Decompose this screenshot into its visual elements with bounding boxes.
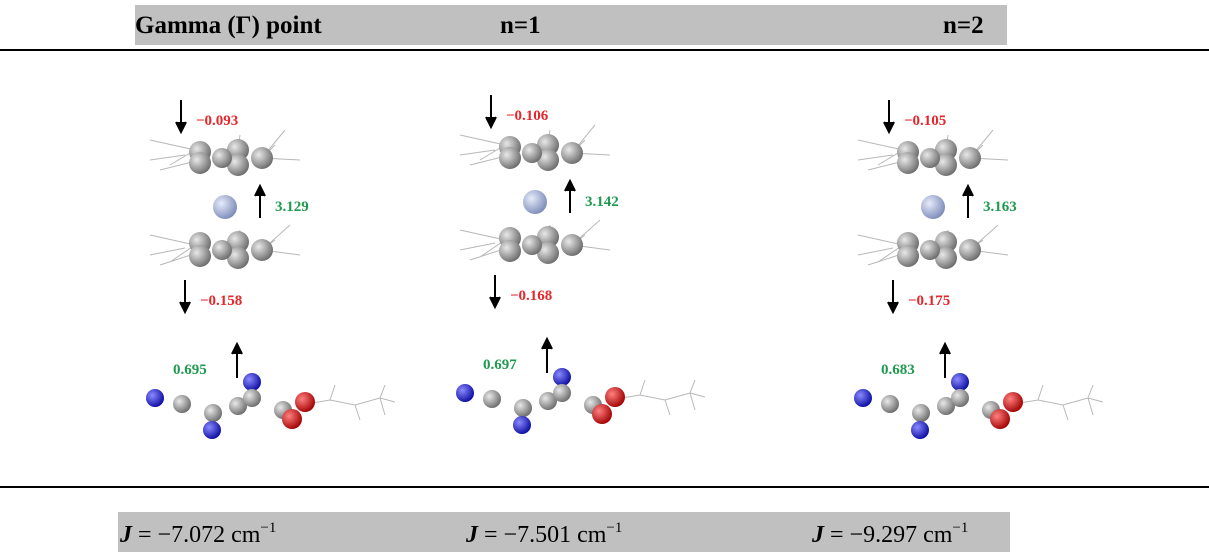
coupling-relation: = [138,522,152,548]
coupling-symbol: J [119,522,133,548]
coupling-unit: cm [577,522,607,548]
coupling-value: −7.501 [504,522,572,548]
coupling-exponent: −1 [952,520,968,536]
coupling-symbol: J [811,522,825,548]
header-cell: n=1 [500,12,541,39]
coupling-exponent: −1 [606,520,622,536]
spin-label: −0.158 [200,293,242,309]
spin-label: −0.175 [908,293,950,309]
coupling-relation: = [484,522,498,548]
spin-label: −0.093 [196,113,238,129]
spin-label: −0.168 [510,288,552,304]
spin-label: −0.106 [506,108,549,124]
panel: −0.093 3.129 −0.158 0.695 [146,100,395,439]
spin-label: 3.142 [585,194,619,210]
coupling-exponent: −1 [260,520,276,536]
coupling-value: −7.072 [158,522,226,548]
coupling-symbol: J [465,522,479,548]
panel: −0.106 3.142 −0.168 0.697 [456,95,705,434]
coupling-unit: cm [231,522,261,548]
panel: −0.105 3.163 −0.175 0.683 [854,100,1103,439]
header-cell: Gamma (Γ) point [135,12,322,39]
spin-label: 0.695 [173,362,207,378]
coupling-relation: = [830,522,844,548]
coupling-unit: cm [923,522,953,548]
header-cell: n=2 [943,12,984,39]
spin-label: −0.105 [904,113,946,129]
figure: Gamma (Γ) point n=1 n=2 −0.093 3.129 −0.… [0,0,1209,558]
spin-label: 0.683 [881,362,915,378]
spin-label: 3.129 [275,199,309,215]
spin-label: 0.697 [483,357,517,373]
coupling-value: −9.297 [850,522,918,548]
spin-label: 3.163 [983,199,1017,215]
